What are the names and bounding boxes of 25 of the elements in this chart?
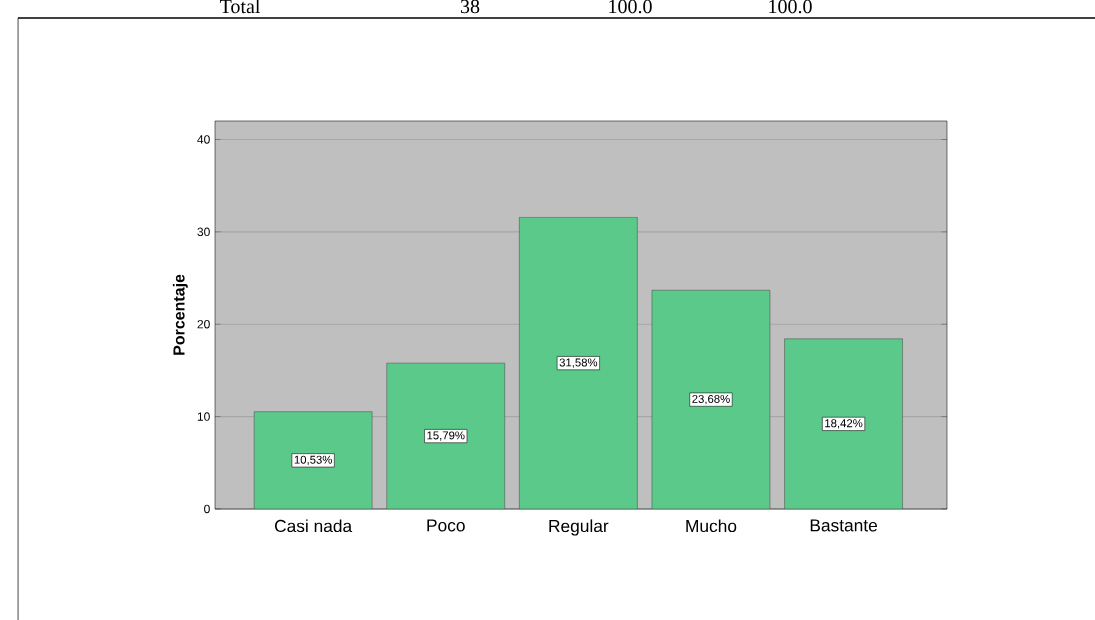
y-tick-label: 10 — [197, 412, 210, 421]
data-label: 31,58% — [559, 358, 598, 368]
data-label: 23,68% — [692, 394, 730, 405]
text: Total — [219, 0, 261, 14]
text: 100.0 — [769, 0, 812, 14]
y-axis-title: Porcentaje — [172, 274, 188, 355]
bar — [784, 338, 903, 509]
bar — [519, 216, 638, 509]
y-tick-label: 30 — [197, 227, 210, 237]
x-tick-label: Regular — [549, 519, 609, 536]
bar — [386, 362, 506, 509]
bar — [253, 411, 373, 509]
data-label: 18,42% — [825, 419, 863, 429]
y-tick-label: 0 — [204, 504, 210, 514]
text: 100.0 — [609, 0, 652, 14]
x-tick-label: Casi nada — [274, 519, 353, 533]
x-tick-label: Poco — [427, 519, 465, 532]
y-tick-label: 20 — [197, 319, 210, 329]
x-tick-label: Bastante — [810, 519, 878, 532]
data-label: 10,53% — [294, 455, 332, 466]
text: 38 — [460, 0, 480, 14]
x-tick-label: Mucho — [686, 519, 737, 533]
y-tick-label: 40 — [197, 135, 210, 144]
bar — [651, 289, 771, 509]
data-label: 15,79% — [427, 431, 465, 441]
